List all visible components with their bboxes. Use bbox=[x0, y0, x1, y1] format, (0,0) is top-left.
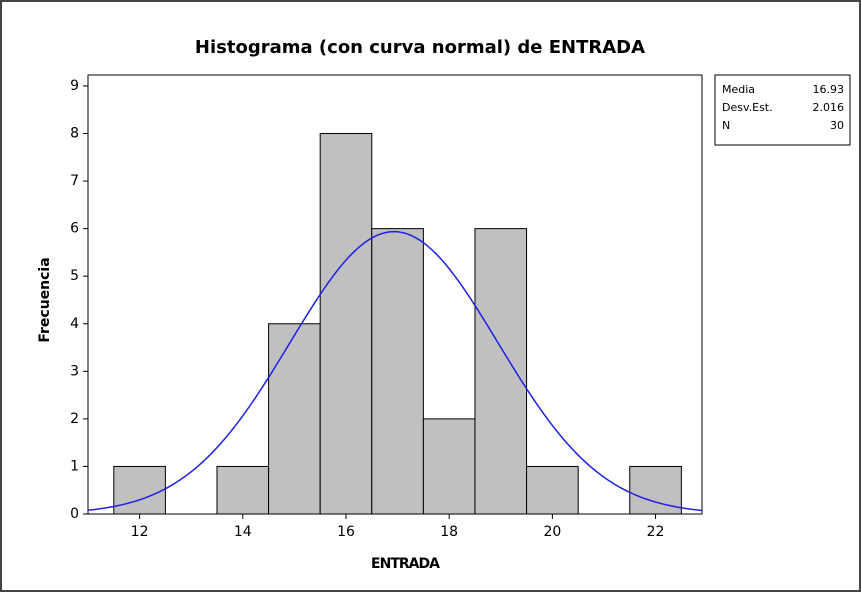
stat-label: Media bbox=[722, 83, 755, 96]
y-tick-label: 3 bbox=[70, 363, 79, 379]
stat-value: 2.016 bbox=[813, 101, 845, 114]
bar bbox=[526, 465, 579, 515]
bar bbox=[371, 228, 424, 515]
bar bbox=[216, 465, 270, 515]
stat-value: 16.93 bbox=[813, 83, 845, 96]
bar bbox=[268, 323, 321, 515]
y-tick-label: 5 bbox=[70, 268, 79, 284]
y-axis-label: Frecuencia bbox=[37, 257, 53, 342]
bar bbox=[113, 465, 166, 515]
y-tick-label: 9 bbox=[70, 78, 79, 94]
stats-box bbox=[714, 74, 851, 146]
stat-label: Desv.Est. bbox=[722, 101, 773, 114]
x-tick-label: 20 bbox=[543, 524, 561, 540]
y-tick-label: 0 bbox=[70, 506, 79, 522]
x-tick-label: 16 bbox=[337, 524, 355, 540]
y-tick-label: 8 bbox=[70, 126, 79, 142]
y-tick-label: 2 bbox=[70, 411, 79, 427]
chart-title: Histograma (con curva normal) de ENTRADA bbox=[195, 37, 645, 58]
y-tick-label: 1 bbox=[70, 458, 79, 474]
x-tick-label: 14 bbox=[234, 524, 252, 540]
y-tick-label: 7 bbox=[70, 173, 79, 189]
stat-value: 30 bbox=[830, 119, 844, 132]
x-tick-label: 12 bbox=[131, 524, 149, 540]
stat-label: N bbox=[722, 119, 730, 132]
y-tick-label: 4 bbox=[70, 316, 79, 332]
bar bbox=[319, 133, 373, 515]
normal-curve bbox=[87, 230, 703, 512]
bar bbox=[474, 228, 528, 515]
x-tick-label: 22 bbox=[647, 524, 665, 540]
x-tick-label: 18 bbox=[440, 524, 458, 540]
y-tick-label: 6 bbox=[70, 221, 79, 237]
bar bbox=[422, 418, 476, 515]
x-axis-label: ENTRADA bbox=[371, 556, 440, 572]
